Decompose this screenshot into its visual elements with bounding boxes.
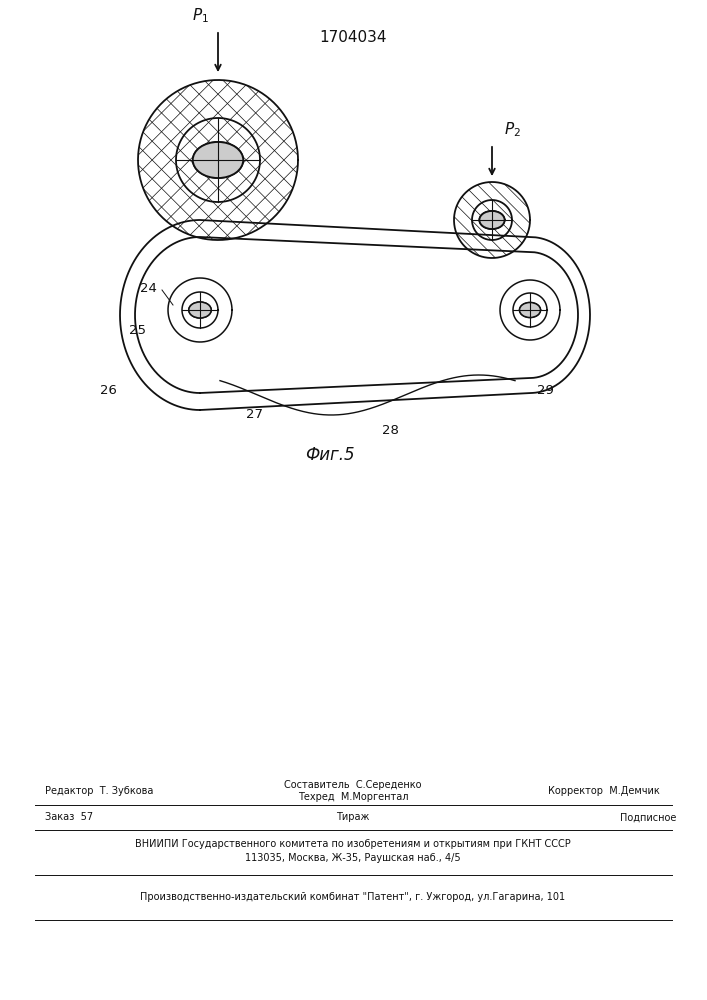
Text: 25: 25 (129, 324, 146, 336)
Text: $P_2$: $P_2$ (503, 120, 520, 139)
Text: Техред  М.Моргентал: Техред М.Моргентал (298, 792, 408, 802)
Text: Корректор  М.Демчик: Корректор М.Демчик (548, 786, 660, 796)
Text: 26: 26 (100, 383, 117, 396)
Text: 27: 27 (247, 408, 264, 422)
Text: Редактор  Т. Зубкова: Редактор Т. Зубкова (45, 786, 153, 796)
Text: 29: 29 (537, 383, 554, 396)
Text: Составитель  С.Середенко: Составитель С.Середенко (284, 780, 422, 790)
Text: 24: 24 (139, 282, 156, 294)
Text: $P_1$: $P_1$ (192, 6, 209, 25)
Text: Подписное: Подписное (620, 812, 677, 822)
Text: 1704034: 1704034 (320, 30, 387, 45)
Text: Фиг.5: Фиг.5 (305, 446, 355, 464)
Text: Тираж: Тираж (337, 812, 370, 822)
Text: Производственно-издательский комбинат "Патент", г. Ужгород, ул.Гагарина, 101: Производственно-издательский комбинат "П… (141, 892, 566, 902)
Text: Заказ  57: Заказ 57 (45, 812, 93, 822)
Ellipse shape (520, 302, 540, 318)
Ellipse shape (479, 211, 505, 229)
Text: ВНИИПИ Государственного комитета по изобретениям и открытиям при ГКНТ СССР: ВНИИПИ Государственного комитета по изоб… (135, 839, 571, 849)
Ellipse shape (193, 142, 243, 178)
Ellipse shape (189, 302, 211, 318)
Text: 113035, Москва, Ж-35, Раушская наб., 4/5: 113035, Москва, Ж-35, Раушская наб., 4/5 (245, 853, 461, 863)
Text: 28: 28 (382, 424, 399, 436)
